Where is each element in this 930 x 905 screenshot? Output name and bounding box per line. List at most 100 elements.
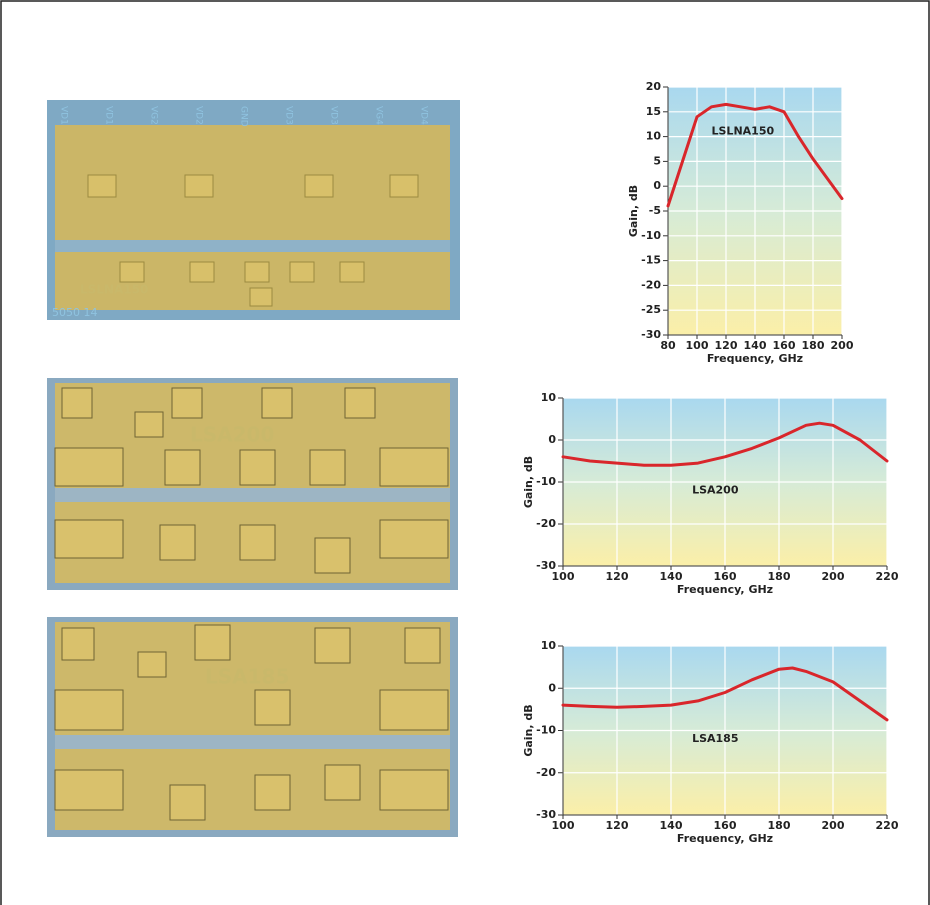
y-tick-label: -30 [641,328,661,341]
y-tick-label: -20 [536,766,556,779]
chip-label: LSLNA150 [80,283,148,297]
x-tick-label: 220 [876,570,899,583]
pad [380,448,448,486]
y-tick-label: 10 [541,391,557,404]
x-tick-label: 140 [744,339,767,352]
pad [380,690,448,730]
pad-label: VD4 [419,106,429,125]
rf-line [55,488,450,502]
y-tick-label: 20 [646,80,662,93]
pad [55,770,123,810]
pad [240,450,275,485]
pad [62,388,92,418]
pad [345,388,375,418]
x-tick-label: 180 [768,570,791,583]
y-axis-label: Gain, dB [522,704,535,756]
x-tick-label: 200 [822,819,845,832]
x-tick-label: 200 [822,570,845,583]
y-axis-label: Gain, dB [627,185,640,237]
pad [185,175,213,197]
pad [55,520,123,558]
chip-photo: LSA185 [47,617,458,837]
pad [195,625,230,660]
pad [190,262,214,282]
x-tick-label: 80 [660,339,676,352]
y-tick-label: 0 [548,433,556,446]
pad [380,520,448,558]
pad [262,388,292,418]
y-tick-label: 10 [541,639,557,652]
x-axis-label: Frequency, GHz [677,832,773,845]
y-tick-label: -15 [641,254,661,267]
annotation: LSA200 [692,483,739,496]
figure: LSLNA150 5050 14 VD1VD1VG2VD2GNDVD3VD3VG… [0,0,930,905]
y-tick-label: 5 [653,154,661,167]
rf-line [55,735,450,749]
pad [405,628,440,663]
x-axis-label: Frequency, GHz [677,583,773,596]
y-tick-label: -20 [536,517,556,530]
pad [120,262,144,282]
chip-photo: LSA200 [47,378,458,590]
pad [138,652,166,677]
pad [380,770,448,810]
y-tick-label: -10 [536,724,556,737]
pad [170,785,205,820]
pad [305,175,333,197]
pad [340,262,364,282]
pad [55,690,123,730]
x-tick-label: 140 [660,570,683,583]
pad [250,288,272,306]
pad [315,628,350,663]
rf-line [55,240,450,252]
x-tick-label: 100 [552,570,575,583]
x-tick-label: 100 [686,339,709,352]
pad [160,525,195,560]
pad [240,525,275,560]
y-tick-label: -10 [536,475,556,488]
x-tick-label: 180 [768,819,791,832]
x-axis-label: Frequency, GHz [707,352,803,365]
x-tick-label: 220 [876,819,899,832]
chip-label: LSA200 [190,423,274,447]
pad [245,262,269,282]
annotation: LSA185 [692,732,738,745]
pad [172,388,202,418]
pad [88,175,116,197]
pad-label: VD1 [59,106,69,125]
x-tick-label: 120 [715,339,738,352]
pad [310,450,345,485]
pad-label: VD3 [284,106,294,125]
x-tick-label: 160 [714,819,737,832]
x-tick-label: 160 [714,570,737,583]
pad [165,450,200,485]
pad-label: VD2 [194,106,204,125]
pad [55,448,123,486]
pad [325,765,360,800]
pad [62,628,94,660]
y-tick-label: -5 [649,204,661,217]
y-tick-label: 10 [646,130,662,143]
pad-label: GND [239,106,249,127]
chip-label: LSA185 [205,665,289,689]
wafer-label: 5050 14 [52,306,98,319]
y-tick-label: -20 [641,278,661,291]
pad [315,538,350,573]
x-tick-label: 180 [802,339,825,352]
pad [290,262,314,282]
y-tick-label: -25 [641,303,661,316]
y-tick-label: -10 [641,229,661,242]
y-tick-label: 0 [548,681,556,694]
pad [390,175,418,197]
x-tick-label: 200 [831,339,854,352]
x-tick-label: 100 [552,819,575,832]
x-tick-label: 120 [606,570,629,583]
pad [135,412,163,437]
x-tick-label: 160 [773,339,796,352]
x-tick-label: 120 [606,819,629,832]
y-axis-label: Gain, dB [522,456,535,508]
pad-label: VD3 [329,106,339,125]
y-tick-label: 0 [653,179,661,192]
x-tick-label: 140 [660,819,683,832]
